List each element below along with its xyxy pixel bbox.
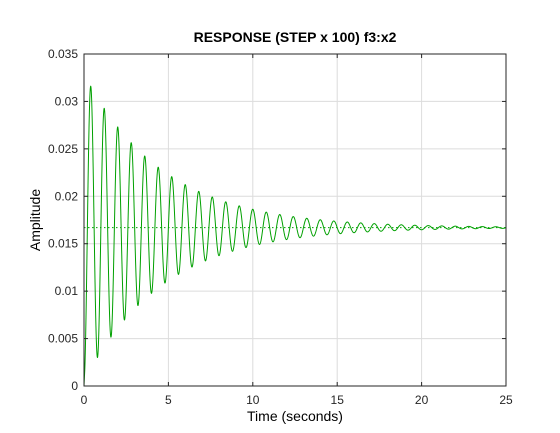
x-tick-label: 10 [246,393,260,407]
y-tick-label: 0.005 [48,332,78,346]
x-tick-label: 5 [165,393,172,407]
x-tick-label: 25 [499,393,513,407]
y-tick-label: 0 [71,379,78,393]
y-tick-label: 0.01 [55,284,79,298]
x-tick-label: 20 [415,393,429,407]
chart-title: RESPONSE (STEP x 100) f3:x2 [194,29,397,45]
y-tick-label: 0.025 [48,142,78,156]
y-tick-label: 0.015 [48,237,78,251]
y-tick-label: 0.02 [55,189,79,203]
x-tick-label: 0 [81,393,88,407]
y-axis-label: Amplitude [27,189,43,251]
y-tick-label: 0.03 [55,94,79,108]
x-tick-label: 15 [331,393,345,407]
y-tick-label: 0.035 [48,47,78,61]
x-axis-label: Time (seconds) [247,408,343,424]
